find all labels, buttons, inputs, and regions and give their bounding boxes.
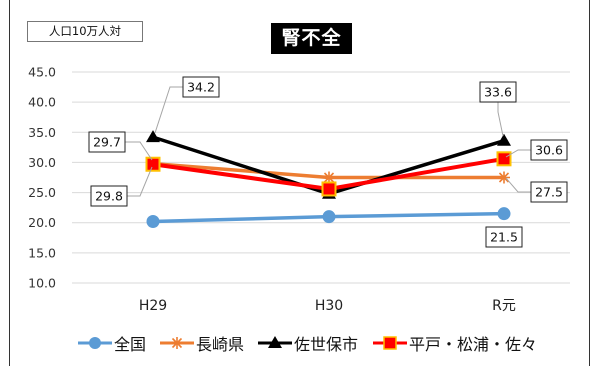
data-label: 29.8 [95,189,123,204]
y-tick-label: 40.0 [28,95,56,110]
data-point [145,156,161,172]
data-label-box [90,185,128,207]
data-point [146,215,160,229]
legend-marker-triangle [258,336,292,348]
legend-label: 佐世保市 [294,335,359,354]
x-tick-label: H30 [315,298,343,314]
x-tick-label: R元 [492,298,516,314]
data-label: 33.6 [484,85,512,100]
data-label: 21.5 [490,230,518,245]
y-tick-label: 35.0 [28,125,56,140]
legend-marker-star [160,337,194,349]
data-label-box [88,131,126,153]
data-label-box [479,81,517,103]
legend-item-zenkoku: 全国 [78,330,146,356]
data-label-box [485,226,523,248]
y-tick-label: 30.0 [28,155,56,170]
leader-line [125,141,153,161]
data-label-box [530,181,568,203]
y-tick-label: 10.0 [28,276,56,291]
data-label-box [530,139,568,161]
y-tick-label: 45.0 [28,65,56,80]
data-point [322,210,336,224]
data-point [323,171,335,184]
data-label-box [182,76,220,98]
legend-label: 全国 [114,335,147,354]
legend-item-nagasaki: 長崎県 [160,330,244,356]
data-label: 34.2 [187,80,215,95]
data-label: 27.5 [535,185,563,200]
leader-line [505,149,531,158]
legend-label: 平戸・松浦・佐々 [409,335,538,354]
data-point [321,181,337,197]
x-tick-label: H29 [139,298,167,314]
legend-marker-square [373,336,407,350]
data-label: 30.6 [535,143,563,158]
legend-marker-circle [78,337,112,349]
chart-title: 腎不全 [271,23,352,54]
data-point [497,207,511,221]
data-point [497,133,511,146]
leader-line [154,86,183,134]
legend: 全国 長崎県 佐世保市 平戸・松浦・佐々 [0,330,600,356]
leader-line [497,102,504,137]
y-tick-label: 15.0 [28,245,56,260]
data-label: 29.7 [93,135,121,150]
y-tick-label: 25.0 [28,185,56,200]
y-tick-label: 20.0 [28,215,56,230]
legend-label: 長崎県 [196,335,245,354]
data-point [498,171,510,184]
unit-label: 人口10万人対 [27,21,143,42]
leader-line [127,166,153,197]
leader-line [505,177,531,193]
legend-item-sasebo: 佐世保市 [258,330,358,356]
chart-frame [9,0,590,366]
data-point [146,130,160,143]
legend-item-hirado: 平戸・松浦・佐々 [373,330,537,356]
data-point [496,151,512,167]
